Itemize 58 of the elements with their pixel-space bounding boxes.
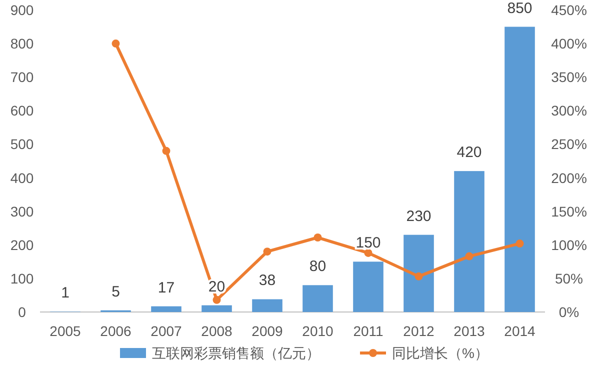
y-tick-label: 200 <box>10 236 34 253</box>
y-tick-label: 700 <box>10 69 34 86</box>
data-label: 420 <box>456 144 482 162</box>
point <box>314 234 322 242</box>
y-tick-label: 600 <box>10 102 34 119</box>
x-tick-label: 2012 <box>403 323 435 339</box>
data-label: 80 <box>309 258 326 276</box>
x-tick-label: 2006 <box>100 323 132 339</box>
bar <box>151 306 182 312</box>
data-label: 1 <box>61 284 70 302</box>
y2-tick-label: 100% <box>551 236 587 253</box>
point <box>212 296 221 304</box>
x-tick-label: 2005 <box>50 323 82 339</box>
point <box>162 146 170 155</box>
point <box>364 248 372 257</box>
x-tick-label: 2014 <box>504 323 536 339</box>
legend-label: 互联网彩票销售额（亿元） <box>152 345 320 361</box>
x-tick-label: 2008 <box>201 323 233 339</box>
data-label: 38 <box>258 272 276 290</box>
y-tick-label: 400 <box>10 170 34 186</box>
y2-tick-label: 50% <box>554 270 584 286</box>
y-tick-label: 100 <box>10 270 34 286</box>
data-label: 230 <box>406 208 432 225</box>
bar <box>454 171 484 312</box>
y-tick-label: 300 <box>10 203 34 220</box>
x-tick-label: 2007 <box>150 323 182 339</box>
y2-tick-label: 250% <box>551 136 587 152</box>
x-tick-label: 2013 <box>454 323 486 339</box>
point <box>263 248 272 256</box>
point <box>465 252 474 260</box>
y2-tick-label: 300% <box>551 102 587 119</box>
bar <box>252 299 282 312</box>
data-label: 150 <box>356 234 381 252</box>
legend-label: 同比增长（%） <box>392 345 488 361</box>
y-tick-label: 800 <box>10 36 34 52</box>
bar <box>404 234 434 312</box>
y2-tick-label: 0% <box>558 304 580 320</box>
data-label: 17 <box>158 279 175 296</box>
x-tick-label: 2010 <box>302 323 334 339</box>
point <box>112 40 120 48</box>
bar <box>202 305 232 312</box>
y-tick-label: 500 <box>10 136 34 152</box>
x-tick-label: 2011 <box>353 323 384 339</box>
data-label: 850 <box>507 0 532 17</box>
y2-tick-label: 400% <box>551 36 587 52</box>
bar <box>353 262 384 312</box>
x-tick-label: 2009 <box>252 323 284 339</box>
y2-tick-label: 150% <box>551 203 587 220</box>
point <box>414 272 423 280</box>
y-tick-label: 900 <box>10 2 34 18</box>
y2-tick-label: 200% <box>551 170 587 186</box>
y-tick-label: 0 <box>18 304 26 320</box>
bar <box>504 26 535 312</box>
bar <box>302 285 333 312</box>
y2-tick-label: 450% <box>551 2 587 18</box>
point <box>516 240 524 248</box>
y2-tick-label: 350% <box>551 69 587 86</box>
data-label: 5 <box>112 283 120 300</box>
